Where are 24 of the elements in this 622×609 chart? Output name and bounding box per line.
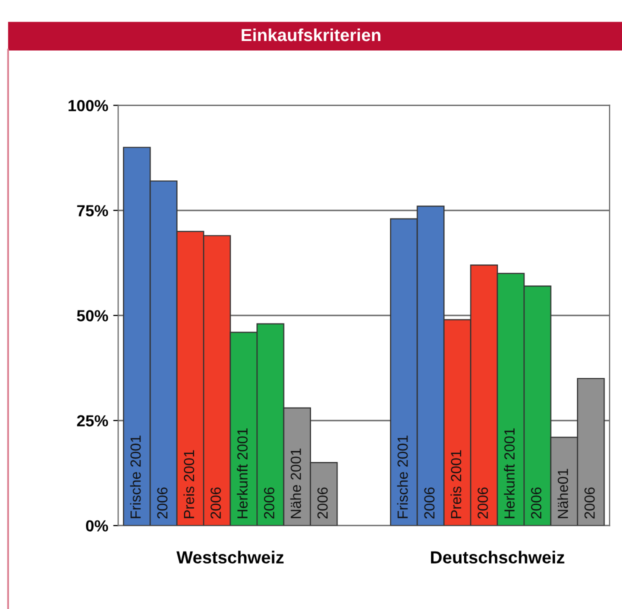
x-tick-label: Nähe01: [557, 468, 568, 518]
x-tick-label: 2006: [478, 487, 488, 519]
x-tick-label: Frische 2001: [397, 436, 408, 518]
x-tick-label: Preis 2001: [450, 450, 462, 518]
x-tick-label: 2006: [531, 487, 542, 519]
y-tick-label: 25%: [77, 415, 108, 426]
x-tick-label: Preis 2001: [183, 450, 194, 518]
x-tick-label: Frische 2001: [130, 436, 141, 518]
x-tick-label: 2006: [210, 487, 221, 519]
x-tick-label: 2006: [424, 487, 435, 519]
x-tick-label: 2006: [584, 487, 595, 519]
x-tick-label: Herkunft 2001: [236, 428, 248, 518]
text: Deutschschweiz: [431, 550, 564, 564]
x-tick-label: 2006: [264, 487, 274, 519]
y-tick-label: 50%: [76, 310, 108, 322]
x-tick-label: Herkunft 2001: [504, 428, 515, 518]
y-tick-label: 0%: [86, 520, 108, 532]
text: Westschweiz: [176, 550, 284, 564]
chart-title: Einkaufskriterien: [242, 28, 380, 42]
x-tick-label: Nähe 2001: [290, 448, 302, 518]
y-tick-label: 75%: [77, 205, 108, 216]
x-tick-label: 2006: [317, 487, 328, 519]
y-tick-label: 100%: [68, 100, 108, 112]
x-tick-label: 2006: [157, 487, 168, 519]
